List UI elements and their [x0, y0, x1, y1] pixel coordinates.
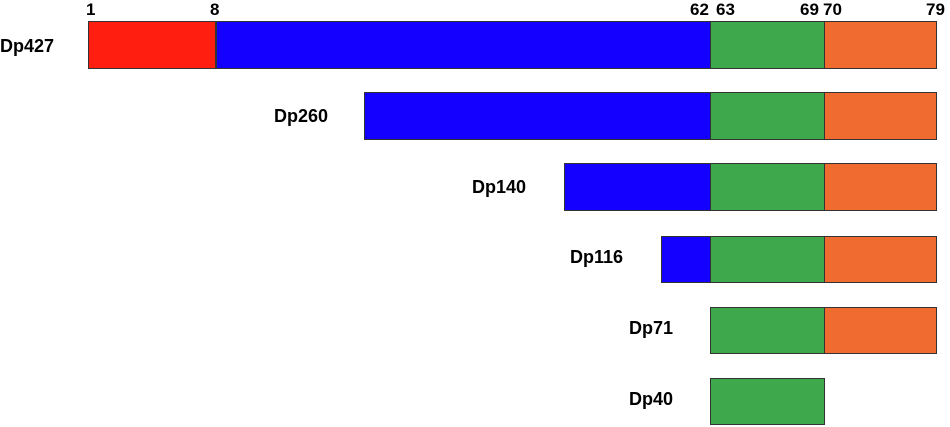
- exon-tick-69: 69: [800, 0, 819, 19]
- dp71-segment-green: [710, 307, 825, 354]
- isoform-label-dp427: Dp427: [0, 36, 55, 56]
- exon-tick-79: 79: [926, 0, 945, 19]
- dp140-segment-blue: [564, 163, 711, 211]
- dp260-segment-orange: [824, 92, 937, 140]
- isoform-label-dp140: Dp140: [472, 177, 527, 197]
- dp260-segment-blue: [364, 92, 711, 140]
- exon-tick-1: 1: [86, 0, 96, 19]
- exon-tick-63: 63: [716, 0, 735, 19]
- dp71-segment-orange: [824, 307, 937, 354]
- dp140-segment-green: [710, 163, 825, 211]
- dp116-segment-orange: [824, 236, 937, 283]
- dp427-segment-green: [710, 21, 825, 69]
- isoform-label-dp40: Dp40: [629, 389, 674, 409]
- dp116-segment-blue: [661, 236, 711, 283]
- exon-tick-70: 70: [823, 0, 842, 19]
- dp140-segment-orange: [824, 163, 937, 211]
- isoform-label-dp71: Dp71: [629, 318, 674, 338]
- exon-tick-62: 62: [690, 0, 709, 19]
- dp260-segment-green: [710, 92, 825, 140]
- isoform-label-dp116: Dp116: [570, 247, 624, 267]
- dp40-segment-green: [710, 378, 825, 425]
- dp427-segment-orange: [824, 21, 937, 69]
- dp116-segment-green: [710, 236, 825, 283]
- exon-tick-8: 8: [210, 0, 220, 19]
- isoform-label-dp260: Dp260: [274, 106, 329, 126]
- dp427-segment-red: [88, 21, 216, 69]
- dp427-segment-blue: [216, 21, 711, 69]
